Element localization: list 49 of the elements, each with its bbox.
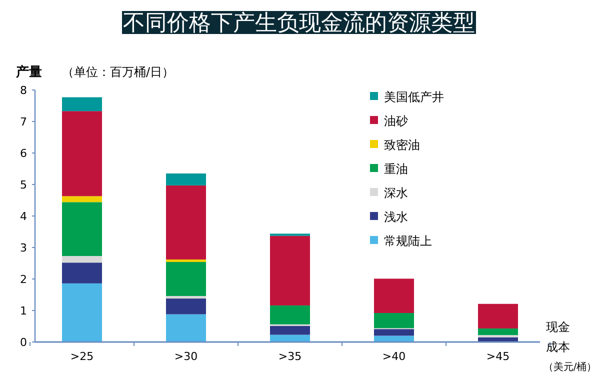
y-tick-label: 4 (20, 210, 27, 223)
text: （单位：百万桶/日） (62, 65, 174, 79)
y-tick-label: 3 (20, 242, 27, 254)
y-tick-label: 1 (20, 304, 27, 318)
x-tick-label: >25 (70, 350, 94, 363)
y-tick-label: 7 (20, 116, 27, 128)
bar (166, 314, 206, 342)
bar (62, 262, 102, 284)
bar (270, 236, 310, 306)
bar (374, 278, 414, 314)
bar (478, 328, 518, 336)
y-tick-label: 6 (20, 147, 27, 160)
bar (62, 283, 102, 342)
bar (270, 334, 310, 342)
bar (62, 111, 102, 196)
bar (270, 305, 310, 324)
legend-label: 浅水 (384, 210, 408, 224)
x-tick-label: >30 (174, 350, 198, 363)
x-tick-label: >40 (382, 350, 406, 363)
bar (166, 298, 206, 314)
bar (166, 296, 206, 299)
bar (62, 256, 102, 263)
y-tick-label: 5 (20, 178, 27, 192)
bar (374, 313, 414, 328)
bar (166, 262, 206, 296)
y-axis-title: 产量 (15, 64, 42, 80)
legend-label: 致密油 (384, 138, 420, 152)
x-tick-label: >35 (278, 350, 302, 363)
legend-label: 常规陆上 (384, 234, 432, 248)
legend-label: 深水 (384, 186, 408, 200)
legend-label: 重油 (384, 162, 408, 176)
bar (374, 336, 414, 342)
bar (62, 97, 102, 112)
y-tick-label: 8 (20, 84, 27, 97)
title: 不同价格下产生负现金流的资源类型 (122, 10, 476, 35)
x-axis-title: 现金成本（美元/桶） (543, 320, 597, 373)
bar (478, 304, 518, 328)
bar (166, 173, 206, 186)
bar (62, 196, 102, 202)
y-tick-label: 2 (20, 273, 27, 286)
legend-label: 油砂 (384, 114, 408, 128)
bar (166, 259, 206, 262)
y-tick-label: 0 (20, 336, 27, 349)
bar (270, 326, 310, 335)
x-tick-label: >45 (486, 350, 510, 363)
bar (166, 185, 206, 260)
legend-label: 美国低产井 (384, 90, 444, 104)
bar (374, 329, 414, 336)
bar (62, 202, 102, 256)
